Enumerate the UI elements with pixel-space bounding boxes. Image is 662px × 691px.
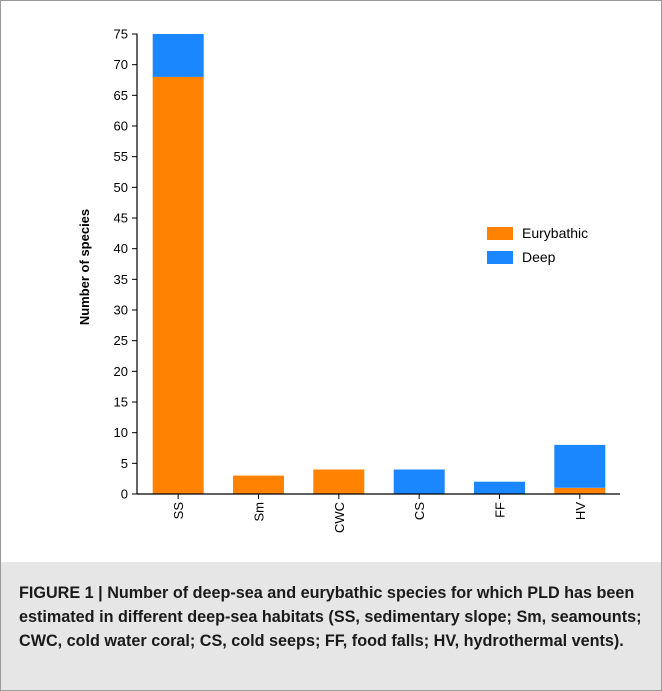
y-tick-label-70: 70	[114, 57, 128, 72]
y-tick-label-60: 60	[114, 119, 128, 134]
bar-sm-eurybathic	[233, 475, 284, 494]
x-tick-label-ff: FF	[493, 502, 508, 518]
y-tick-label-65: 65	[114, 88, 128, 103]
y-tick-label-20: 20	[114, 364, 128, 379]
y-tick-label-35: 35	[114, 272, 128, 287]
y-tick-label-25: 25	[114, 333, 128, 348]
bar-cs-deep	[393, 469, 445, 494]
legend-swatch-eurybathic	[487, 227, 513, 240]
y-tick-label-55: 55	[114, 149, 128, 164]
y-tick-label-0: 0	[121, 487, 128, 502]
stacked-bar-chart: SS Sm CWC CS FF HV 0 5 10 15 20 25 30 35 40 45 50 55 60 65 7…	[77, 27, 620, 533]
figure-label: FIGURE 1 |	[19, 584, 108, 602]
y-tick-label-30: 30	[114, 303, 128, 318]
bar-hv-deep	[554, 444, 606, 488]
y-tick-label-15: 15	[114, 395, 128, 410]
bar-hv-eurybathic	[554, 487, 606, 494]
bar-ss-eurybathic	[152, 76, 204, 495]
bar-cwc-eurybathic	[313, 469, 365, 494]
bar-ss-deep	[152, 34, 204, 77]
x-tick-label-cwc: CWC	[332, 502, 347, 533]
y-tick-label-10: 10	[114, 425, 128, 440]
legend-label-eurybathic: Eurybathic	[522, 225, 588, 241]
y-tick-label-5: 5	[121, 456, 128, 471]
x-tick-label-cs: CS	[412, 502, 427, 520]
x-tick-label-hv: HV	[573, 502, 588, 520]
caption-text: Number of deep-sea and eurybathic specie…	[19, 584, 642, 650]
y-tick-label-50: 50	[114, 180, 128, 195]
figure-caption: FIGURE 1 | Number of deep-sea and euryba…	[19, 581, 649, 653]
caption-panel	[1, 562, 661, 690]
y-tick-label-75: 75	[114, 27, 128, 42]
y-tick-label-40: 40	[114, 241, 128, 256]
x-tick-label-ss: SS	[171, 502, 186, 520]
y-axis-title: Number of species	[77, 209, 92, 325]
y-tick-label-45: 45	[114, 211, 128, 226]
legend-label-deep: Deep	[522, 249, 556, 265]
legend-swatch-deep	[487, 251, 513, 264]
x-tick-label-sm: Sm	[252, 502, 267, 522]
bar-ff-deep	[474, 481, 525, 494]
